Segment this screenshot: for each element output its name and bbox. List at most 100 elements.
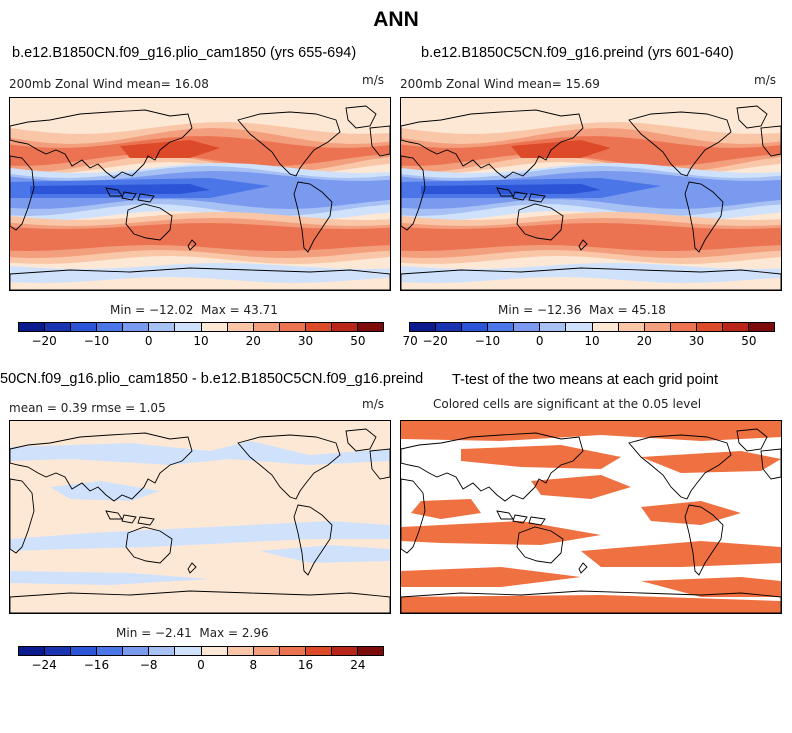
- coastlines: [10, 105, 390, 290]
- panel2-colorbar: [409, 322, 775, 332]
- coastline: [369, 125, 390, 157]
- coastline: [578, 562, 588, 574]
- panel4-significance-map: [400, 420, 782, 614]
- panel1-colorbar-color-cell: [305, 323, 332, 331]
- coastline: [187, 562, 197, 574]
- panel2-colorbar-color-cell: [514, 323, 541, 331]
- panel3-colorbar-tick-label: 8: [249, 658, 258, 672]
- panel3-colorbar-tick-label: 16: [297, 658, 314, 672]
- coastline: [516, 526, 564, 564]
- panel3-colorbar-tick-label: −24: [31, 658, 57, 672]
- panel3-colorbar-color-cell: [201, 647, 228, 655]
- panel3-colorbar-color-cell: [253, 647, 280, 655]
- panel3-colorbar-color-cell: [227, 647, 254, 655]
- panel2-minmax: Min = −12.36 Max = 45.18: [498, 303, 666, 317]
- panel2-colorbar-color-cell: [410, 323, 437, 331]
- coastline: [10, 432, 193, 502]
- coastline: [293, 504, 333, 576]
- panel2-colorbar-color-cell: [436, 323, 463, 331]
- panel3-max-value: 2.96: [241, 626, 269, 640]
- panel3-colorbar-color-cell: [149, 647, 176, 655]
- panel1-colorbar-color-cell: [19, 323, 46, 331]
- panel1-colorbar-color-cell: [97, 323, 124, 331]
- panel2-colorbar-color-cell: [722, 323, 750, 331]
- panel2-colorbar-color-cell: [696, 323, 723, 331]
- coastline: [10, 478, 35, 554]
- panel1-colorbar-color-cell: [123, 323, 150, 331]
- panel3-colorbar: [18, 646, 384, 656]
- panel3-colorbar-color-cell: [305, 647, 332, 655]
- panel3-min-label: Min =: [116, 626, 155, 640]
- wind-band: [511, 140, 611, 158]
- panel1-subtitle: 200mb Zonal Wind mean= 16.08: [9, 77, 209, 91]
- panel1-colorbar-color-cell: [331, 323, 359, 331]
- coastline: [496, 187, 546, 203]
- panel2-colorbar-color-cell: [566, 323, 593, 331]
- coastline: [237, 111, 341, 177]
- wind-band: [641, 501, 741, 525]
- wind-band: [10, 421, 390, 613]
- panel3-colorbar-color-cell: [175, 647, 202, 655]
- wind-band: [10, 263, 390, 283]
- coastline: [760, 448, 781, 480]
- wind-band: [401, 223, 781, 251]
- coastlines: [401, 105, 781, 290]
- coastline: [237, 434, 341, 500]
- panel1-colorbar-tick-label: 0: [144, 334, 153, 348]
- panel2-colorbar-color-cell: [540, 323, 567, 331]
- coastline: [628, 111, 732, 177]
- panel1-colorbar-ticks: −20 −10 0 10 20 30 50 70: [18, 334, 417, 350]
- panel3-colorbar-tick-label: −16: [83, 658, 110, 672]
- panel3-colorbar-color-cell: [97, 647, 124, 655]
- panel1-colorbar-tick-label: 20: [245, 334, 261, 348]
- panel3-min-value: −2.41: [154, 626, 192, 640]
- panel1-colorbar-color-cell: [175, 323, 202, 331]
- panel1-colorbar-color-cell: [71, 323, 98, 331]
- coastline: [10, 590, 390, 613]
- panel2-colorbar-color-cell: [670, 323, 697, 331]
- panel3-colorbar-color-cell: [71, 647, 98, 655]
- wind-band: [411, 499, 481, 519]
- wind-band: [461, 445, 621, 469]
- panel2-colorbar-tick-label: −10: [474, 334, 501, 348]
- wind-band: [581, 541, 781, 567]
- wind-band: [401, 595, 781, 613]
- panel2-colorbar-color-cell: [644, 323, 671, 331]
- panel3-colorbar-tick-label: 24: [350, 658, 366, 672]
- panel2-colorbar-color-cell: [488, 323, 515, 331]
- panel2-min-label: Min =: [498, 303, 537, 317]
- panel1-min-label: Min =: [110, 303, 149, 317]
- wind-band: [10, 571, 210, 585]
- panel1-colorbar-tick-label: 50: [350, 334, 366, 348]
- panel3-max-label: Max =: [199, 626, 242, 640]
- wind-band: [401, 521, 601, 545]
- panel3-colorbar-tick-label: 0: [197, 658, 205, 672]
- coastline: [401, 590, 781, 613]
- coastline: [401, 432, 584, 502]
- panel4-title: T-test of the two means at each grid poi…: [452, 372, 718, 388]
- coastline: [345, 105, 377, 129]
- coastline: [10, 267, 390, 290]
- panel1-max-label: Max =: [201, 303, 244, 317]
- panel2-colorbar-tick-label: 10: [584, 334, 600, 348]
- coastline: [684, 181, 724, 253]
- panel1-colorbar-color-cell: [45, 323, 72, 331]
- panel3-colorbar-color-cell: [19, 647, 46, 655]
- coastline: [628, 434, 732, 500]
- wind-band: [641, 577, 781, 597]
- panel2-colorbar-color-cell: [462, 323, 489, 331]
- panel1-colorbar-tick-label: 30: [297, 334, 314, 348]
- coastline: [736, 428, 768, 452]
- panel3-subtitle: mean = 0.39 rmse = 1.05: [9, 401, 166, 415]
- panel2-title: b.e12.B1850C5CN.f09_g16.preind (yrs 601-…: [421, 45, 734, 61]
- panel1-colorbar-color-cell: [149, 323, 176, 331]
- coastline: [578, 239, 588, 251]
- panel2-wind-map: [400, 97, 782, 291]
- wind-band: [10, 441, 390, 465]
- coastline: [125, 526, 173, 564]
- wind-band: [531, 475, 631, 499]
- coastline: [401, 155, 426, 231]
- wind-band: [401, 421, 781, 441]
- wind-band: [641, 451, 781, 473]
